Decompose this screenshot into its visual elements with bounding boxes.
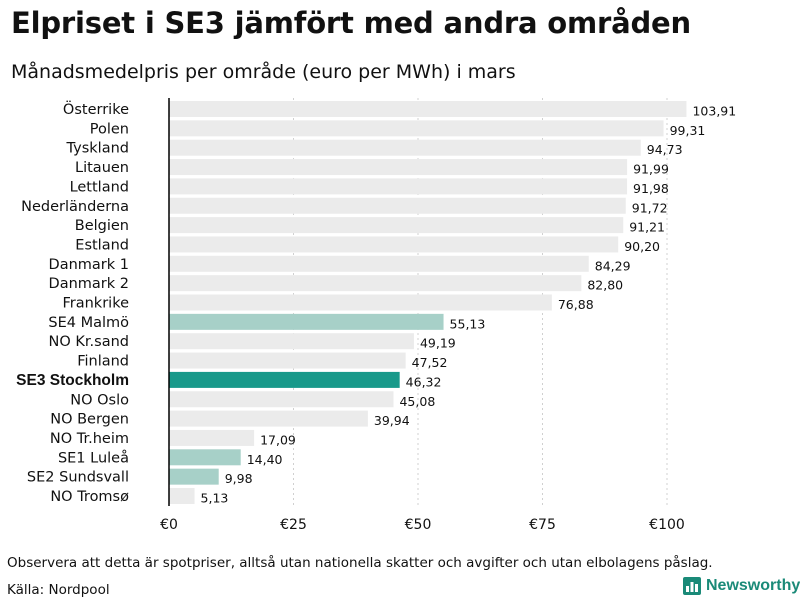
bar-no-kr-sand <box>169 333 414 350</box>
x-tick-label-100: €100 <box>649 517 685 533</box>
brand-logo: Newsworthy <box>683 577 800 595</box>
value-label-se1-lulea: 14,40 <box>247 452 283 467</box>
bar-se4-malmo <box>169 313 444 330</box>
value-label-se4-malmo: 55,13 <box>450 316 486 331</box>
value-label-no-oslo: 45,08 <box>399 394 435 409</box>
bar-osterrike <box>169 101 687 117</box>
category-label-se1-lulea: SE1 Luleå <box>58 449 129 466</box>
bar-belgien <box>169 217 624 234</box>
value-label-tyskland: 94,73 <box>647 142 683 157</box>
bar-se3-stockholm <box>169 371 400 388</box>
category-label-se2-sundsvall: SE2 Sundsvall <box>27 470 129 486</box>
bar-no-tr-heim <box>169 429 255 446</box>
chart-title: Elpriset i SE3 jämfört med andra områden <box>11 6 691 40</box>
x-tick-label-50: €50 <box>405 517 432 533</box>
bar-se1-lulea <box>169 449 241 466</box>
value-label-estland: 90,20 <box>624 239 660 254</box>
value-label-finland: 47,52 <box>412 355 448 370</box>
category-label-no-oslo: NO Oslo <box>70 392 129 408</box>
category-label-tyskland: Tyskland <box>66 141 129 157</box>
category-label-se3-stockholm: SE3 Stockholm <box>16 372 129 389</box>
bar-danmark-2 <box>169 275 582 292</box>
x-tick-label-75: €75 <box>529 517 556 533</box>
value-label-belgien: 91,21 <box>629 220 665 235</box>
category-label-lettland: Lettland <box>70 179 129 195</box>
bar-chart: Österrike 103,91 Polen 99,31 Tyskland 94,73 Li… <box>16 98 736 533</box>
value-label-no-kr-sand: 49,19 <box>420 336 456 351</box>
bar-no-bergen <box>169 410 368 427</box>
bar-no-oslo <box>169 391 394 408</box>
bar-polen <box>169 120 664 137</box>
value-label-polen: 99,31 <box>670 123 706 138</box>
category-label-belgien: Belgien <box>75 218 129 234</box>
bar-se2-sundsvall <box>169 468 219 485</box>
bar-danmark-1 <box>169 255 589 272</box>
value-label-frankrike: 76,88 <box>558 297 594 312</box>
bar-estland <box>169 236 619 253</box>
bar-nederlanderna <box>169 197 626 214</box>
value-label-no-tr-heim: 17,09 <box>260 432 296 447</box>
category-label-se4-malmo: SE4 Malmö <box>48 315 129 331</box>
value-label-litauen: 91,99 <box>633 162 669 177</box>
brand-name: Newsworthy <box>706 577 800 594</box>
value-label-danmark-2: 82,80 <box>587 278 623 293</box>
category-label-litauen: Litauen <box>75 160 129 176</box>
category-label-danmark-2: Danmark 2 <box>49 276 129 292</box>
value-label-danmark-1: 84,29 <box>595 258 631 273</box>
value-label-nederlanderna: 91,72 <box>632 200 668 215</box>
bar-lettland <box>169 178 628 195</box>
category-label-frankrike: Frankrike <box>62 296 129 312</box>
category-label-no-kr-sand: NO Kr.sand <box>49 334 129 350</box>
category-label-nederlanderna: Nederländerna <box>21 199 129 215</box>
category-label-no-tr-heim: NO Tr.heim <box>50 431 129 447</box>
footnote: Observera att detta är spotpriser, allts… <box>7 555 713 571</box>
value-label-lettland: 91,98 <box>633 181 669 196</box>
value-label-se2-sundsvall: 9,98 <box>225 471 253 486</box>
x-tick-label-0: €0 <box>160 517 178 533</box>
bar-finland <box>169 352 406 369</box>
value-label-no-bergen: 39,94 <box>374 413 410 428</box>
chart-subtitle: Månadsmedelpris per område (euro per MWh… <box>11 61 516 83</box>
value-label-se3-stockholm: 46,32 <box>406 374 442 389</box>
category-label-osterrike: Österrike <box>63 100 129 118</box>
value-label-no-tromso: 5,13 <box>201 491 229 506</box>
category-label-danmark-1: Danmark 1 <box>49 257 129 273</box>
category-label-polen: Polen <box>90 121 129 137</box>
bar-tyskland <box>169 139 641 156</box>
category-label-no-bergen: NO Bergen <box>50 412 129 428</box>
bar-litauen <box>169 159 628 176</box>
bar-chart-icon <box>683 577 701 595</box>
category-label-no-tromso: NO Tromsø <box>50 489 129 505</box>
source-label: Källa: Nordpool <box>7 582 110 598</box>
category-label-estland: Estland <box>75 237 129 253</box>
value-label-osterrike: 103,91 <box>692 104 736 119</box>
category-label-finland: Finland <box>77 354 129 370</box>
bar-no-tromso <box>169 488 195 504</box>
bar-frankrike <box>169 294 552 311</box>
x-tick-label-25: €25 <box>280 517 307 533</box>
